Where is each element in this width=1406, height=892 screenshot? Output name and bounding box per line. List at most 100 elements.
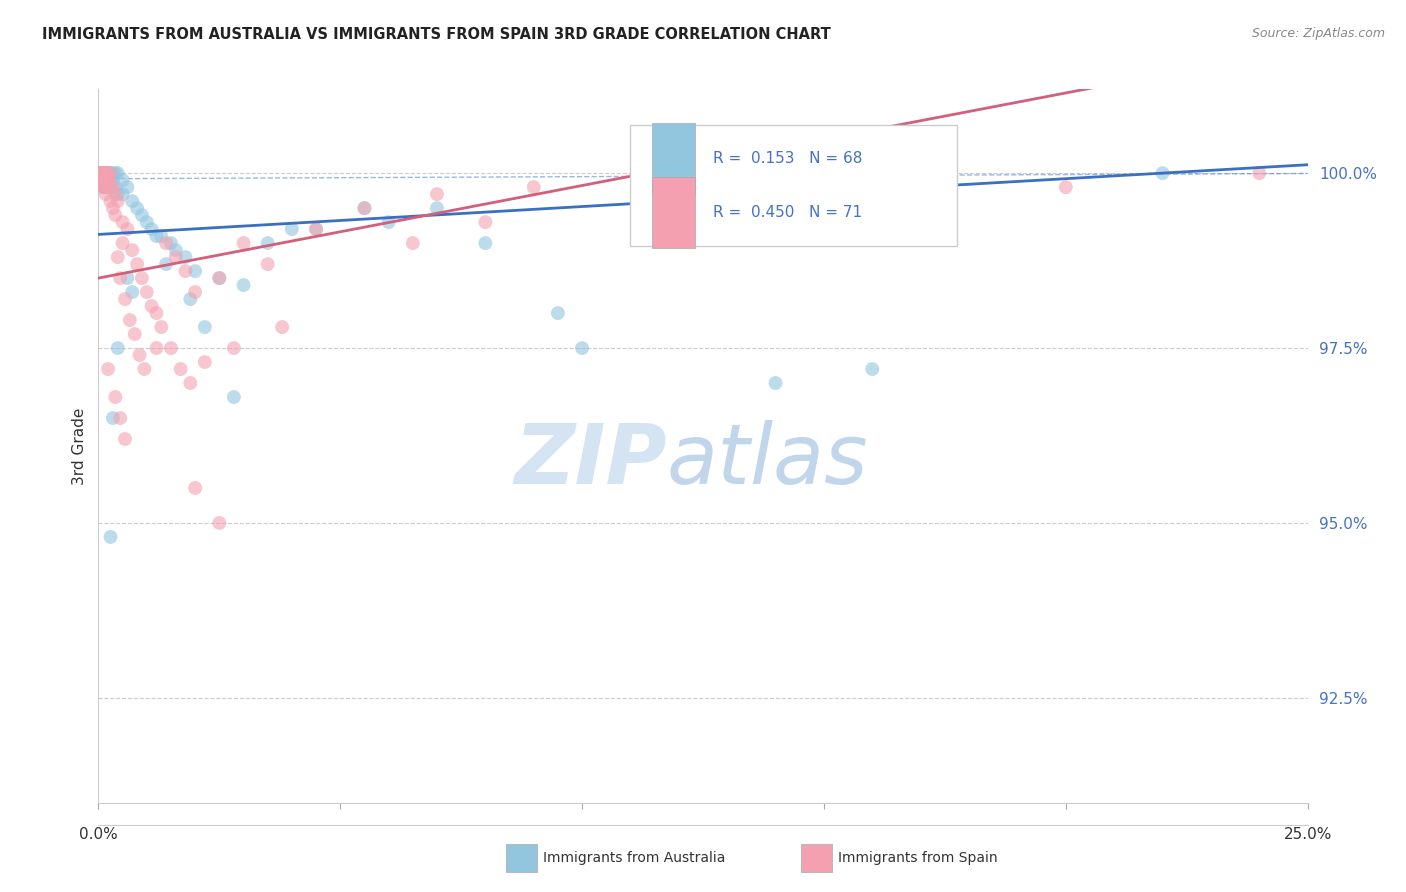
Point <box>90 173 112 187</box>
Point <box>100 530 122 544</box>
FancyBboxPatch shape <box>652 123 695 194</box>
Point <box>145 306 167 320</box>
Point <box>90 166 112 180</box>
Point <box>108 411 131 425</box>
Point <box>174 250 197 264</box>
Point <box>94 187 117 202</box>
Point <box>150 320 173 334</box>
Point <box>474 236 496 251</box>
Point <box>426 187 449 202</box>
Point <box>150 229 173 244</box>
Point <box>97 173 120 187</box>
Point <box>91 166 114 180</box>
FancyBboxPatch shape <box>652 177 695 248</box>
Point <box>90 166 112 180</box>
Point <box>94 166 117 180</box>
Point <box>222 390 245 404</box>
Point <box>91 180 114 194</box>
Point <box>571 341 593 355</box>
Point <box>91 173 114 187</box>
Point <box>1152 166 1174 180</box>
Point <box>104 180 127 194</box>
Point <box>131 271 153 285</box>
Point <box>97 362 120 376</box>
Point <box>121 285 143 299</box>
Text: ZIP: ZIP <box>515 420 666 500</box>
Point <box>91 166 114 180</box>
Text: R =  0.153   N = 68: R = 0.153 N = 68 <box>713 152 862 166</box>
Point <box>353 201 375 215</box>
Point <box>100 194 122 208</box>
Point <box>111 187 134 202</box>
Point <box>118 313 141 327</box>
Point <box>94 180 117 194</box>
Point <box>98 166 121 180</box>
Point <box>104 208 127 222</box>
Point <box>256 236 278 251</box>
Point <box>222 341 245 355</box>
Point <box>91 166 114 180</box>
Point <box>111 215 134 229</box>
Point <box>547 306 569 320</box>
Point <box>141 299 163 313</box>
Point <box>131 208 153 222</box>
Point <box>127 257 149 271</box>
Point <box>232 278 254 293</box>
Point <box>91 166 114 180</box>
Point <box>256 257 278 271</box>
Point <box>93 166 115 180</box>
Point <box>208 271 231 285</box>
Point <box>184 264 207 278</box>
Point <box>97 166 120 180</box>
Point <box>179 292 201 306</box>
Point <box>97 180 120 194</box>
Point <box>104 166 127 180</box>
Point <box>194 355 217 369</box>
Text: IMMIGRANTS FROM AUSTRALIA VS IMMIGRANTS FROM SPAIN 3RD GRADE CORRELATION CHART: IMMIGRANTS FROM AUSTRALIA VS IMMIGRANTS … <box>42 27 831 42</box>
Point <box>100 166 122 180</box>
Point <box>128 348 150 362</box>
Point <box>127 201 149 215</box>
Point <box>305 222 328 236</box>
Point <box>184 481 207 495</box>
Point <box>160 341 183 355</box>
Point <box>90 166 112 180</box>
Point <box>194 320 217 334</box>
Point <box>141 222 163 236</box>
Point <box>121 194 143 208</box>
Point <box>98 173 121 187</box>
Point <box>426 201 449 215</box>
Text: 25.0%: 25.0% <box>1284 827 1331 842</box>
Point <box>135 285 157 299</box>
Point <box>232 236 254 251</box>
Point <box>145 341 167 355</box>
Point <box>134 362 156 376</box>
Point <box>107 194 129 208</box>
Point <box>165 243 187 257</box>
Point <box>101 166 124 180</box>
Point <box>107 187 129 202</box>
Text: atlas: atlas <box>666 420 869 500</box>
Point <box>90 166 112 180</box>
Point <box>91 180 114 194</box>
Point <box>93 173 115 187</box>
Point <box>169 362 191 376</box>
Y-axis label: 3rd Grade: 3rd Grade <box>72 408 87 484</box>
Point <box>91 166 114 180</box>
Point <box>165 250 187 264</box>
Point <box>107 250 129 264</box>
Point <box>668 194 690 208</box>
Point <box>117 180 139 194</box>
Point <box>305 222 328 236</box>
Point <box>135 215 157 229</box>
Point <box>402 236 425 251</box>
Point <box>145 229 167 244</box>
Text: R =  0.450   N = 71: R = 0.450 N = 71 <box>713 205 862 219</box>
Point <box>281 222 304 236</box>
Point <box>104 390 127 404</box>
Point <box>1054 180 1077 194</box>
Point <box>208 516 231 530</box>
Point <box>111 236 134 251</box>
Point <box>94 173 117 187</box>
Point <box>860 362 883 376</box>
